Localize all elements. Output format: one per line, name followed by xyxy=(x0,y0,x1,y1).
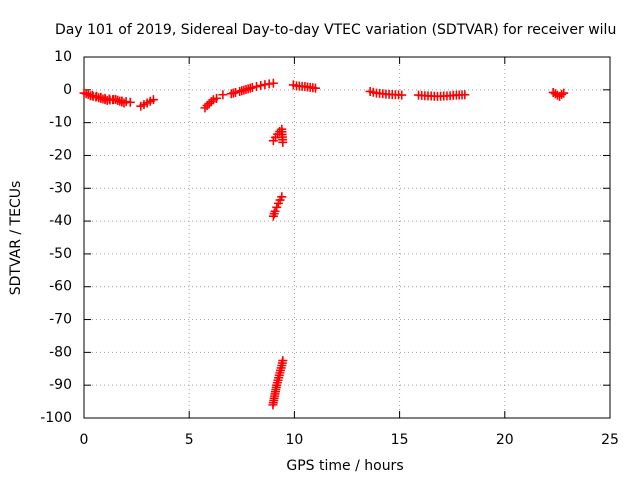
y-tick-label: 0 xyxy=(63,82,72,98)
data-point xyxy=(252,82,262,92)
grid-lines xyxy=(84,57,610,418)
plot-frame xyxy=(83,56,611,419)
x-tick-label: 15 xyxy=(391,432,409,448)
x-tick-label: 20 xyxy=(496,432,514,448)
data-point xyxy=(557,89,567,99)
data-point xyxy=(272,202,282,212)
y-tick-label: -90 xyxy=(49,377,72,393)
data-point xyxy=(202,101,212,111)
x-tick-label: 25 xyxy=(601,432,619,448)
data-point xyxy=(268,78,278,88)
data-point xyxy=(277,192,287,202)
data-point xyxy=(206,97,216,107)
y-tick-label: -70 xyxy=(49,312,72,328)
data-point xyxy=(204,99,214,109)
data-point xyxy=(117,97,127,107)
data-points xyxy=(79,78,569,410)
data-point xyxy=(83,89,93,99)
chart-title: Day 101 of 2019, Sidereal Day-to-day VTE… xyxy=(55,22,616,38)
x-tick-label: 10 xyxy=(285,432,303,448)
data-point xyxy=(119,98,129,108)
data-point xyxy=(559,88,569,98)
data-point xyxy=(397,90,407,100)
y-tick-label: -50 xyxy=(49,246,72,262)
data-point xyxy=(148,95,158,105)
y-tick-label: -30 xyxy=(49,180,72,196)
data-point xyxy=(278,356,288,366)
data-point xyxy=(230,87,240,97)
y-tick-label: -20 xyxy=(49,147,72,163)
data-point xyxy=(247,83,257,93)
data-point xyxy=(256,81,266,91)
data-point xyxy=(218,90,228,100)
data-point xyxy=(113,95,123,105)
y-tick-label: 10 xyxy=(54,49,72,65)
data-point xyxy=(460,90,470,100)
y-tick-label: -40 xyxy=(49,213,72,229)
data-point xyxy=(278,137,288,147)
x-tick-label: 0 xyxy=(80,432,89,448)
y-tick-label: -10 xyxy=(49,115,72,131)
x-axis-label: GPS time / hours xyxy=(286,458,403,474)
y-tick-label: -80 xyxy=(49,344,72,360)
data-point xyxy=(310,83,320,93)
y-tick-label: -100 xyxy=(40,410,72,426)
axis-ticks: 10 0 -10 -20 -30 -40 -50 -60 -70 -80 -90 -100 0 5 10 15… xyxy=(40,49,619,448)
x-tick-label: 5 xyxy=(185,432,194,448)
data-point xyxy=(212,93,222,103)
data-point xyxy=(111,94,121,104)
y-tick-label: -60 xyxy=(49,279,72,295)
data-point xyxy=(270,206,280,216)
data-point xyxy=(115,96,125,106)
y-axis-label: SDTVAR / TECUs xyxy=(8,181,24,296)
